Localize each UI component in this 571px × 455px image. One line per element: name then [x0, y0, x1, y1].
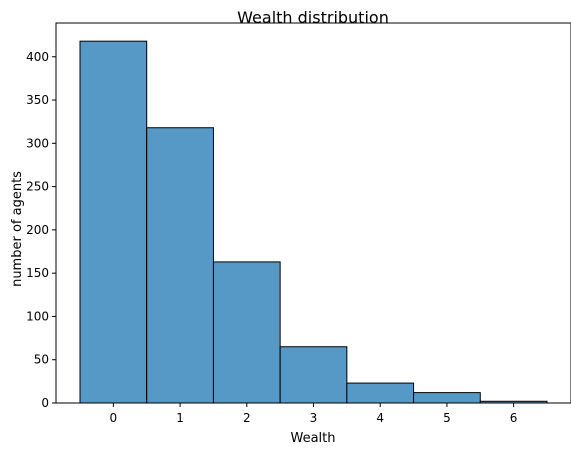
y-tick-label: 250 [26, 180, 49, 194]
x-tick-label: 6 [510, 411, 518, 425]
bar-3 [279, 346, 348, 404]
chart-title: Wealth distribution [237, 8, 389, 27]
y-tick-label: 300 [26, 136, 49, 150]
y-axis-label: number of agents [10, 171, 25, 287]
plot-frame [55, 22, 571, 404]
x-axis-label: Wealth [290, 431, 335, 446]
x-axis-ticks: 0 1 2 3 4 5 6 [110, 403, 518, 425]
x-tick-label: 0 [110, 411, 118, 425]
y-tick-label: 150 [26, 266, 49, 280]
x-tick-label: 4 [376, 411, 384, 425]
x-tick-label: 2 [243, 411, 251, 425]
y-tick-label: 100 [26, 309, 49, 323]
y-axis-ticks: 0 50 100 150 200 250 300 350 400 [26, 50, 56, 410]
y-tick-label: 350 [26, 93, 49, 107]
x-tick-label: 5 [443, 411, 451, 425]
bar-1 [146, 127, 214, 404]
x-tick-label: 1 [176, 411, 184, 425]
y-tick-label: 0 [41, 396, 49, 410]
bar-2 [212, 261, 281, 404]
bar-5 [413, 392, 481, 404]
bar-0 [79, 40, 148, 404]
bar-4 [346, 382, 415, 404]
y-tick-label: 50 [34, 353, 49, 367]
y-tick-label: 400 [26, 50, 49, 64]
y-tick-label: 200 [26, 223, 49, 237]
bars-group [79, 40, 548, 404]
x-tick-label: 3 [310, 411, 318, 425]
